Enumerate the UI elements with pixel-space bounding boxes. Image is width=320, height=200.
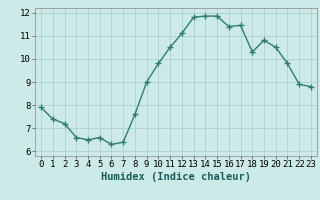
X-axis label: Humidex (Indice chaleur): Humidex (Indice chaleur) — [101, 172, 251, 182]
